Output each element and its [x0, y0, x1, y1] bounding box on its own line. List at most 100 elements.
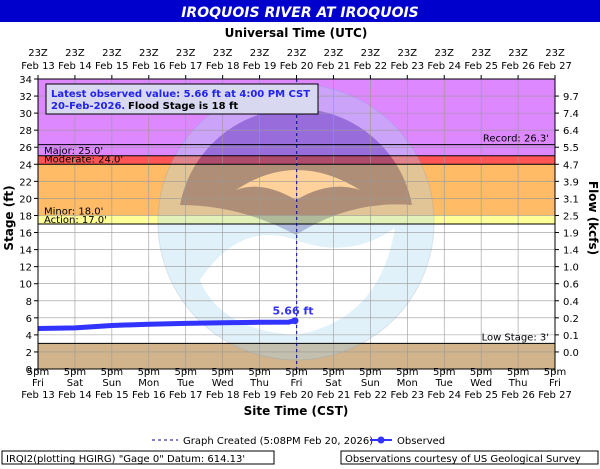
y2-tick-label: 1.4: [563, 246, 579, 257]
watermark-dark-top: [180, 108, 412, 235]
bottom-time-label: 5pm: [27, 367, 49, 378]
bottom-date-label: Feb 25: [464, 390, 498, 401]
bottom-day-label: Thu: [249, 378, 269, 389]
bottom-day-label: Mon: [397, 378, 418, 389]
bottom-day-label: Thu: [508, 378, 528, 389]
bottom-day-label: Sat: [325, 378, 341, 389]
bottom-day-label: Tue: [176, 378, 194, 389]
top-date-label: Feb 19: [243, 61, 277, 72]
top-time-label: 23Z: [434, 48, 454, 59]
callout-date: 20-Feb-2026.: [51, 101, 125, 112]
bottom-time-label: 5pm: [396, 367, 418, 378]
y2-tick-label: 7.4: [563, 109, 579, 120]
footer-left-box: [1, 450, 275, 465]
bottom-date-label: Feb 23: [390, 390, 424, 401]
bottom-day-label: Sun: [361, 378, 380, 389]
y-tick-label: 10: [19, 280, 32, 291]
y-tick-label: 32: [19, 92, 32, 103]
y-tick-label: 4: [26, 331, 32, 342]
y2-tick-label: 3.1: [563, 194, 579, 205]
bottom-time-label: 5pm: [285, 367, 307, 378]
bottom-day-label: Fri: [549, 378, 561, 389]
y2-tick-label: 1.0: [563, 263, 579, 274]
bottom-time-label: 5pm: [433, 367, 455, 378]
bottom-day-label: Fri: [32, 378, 44, 389]
bottom-date-label: Feb 19: [243, 390, 277, 401]
bottom-date-label: Feb 20: [280, 390, 314, 401]
y-tick-label: 26: [19, 143, 32, 154]
y-tick-label: 16: [19, 229, 32, 240]
y2-tick-label: 4.7: [563, 160, 579, 171]
legend-graph-created: Graph Created (5:08PM Feb 20, 2026): [183, 436, 373, 447]
y2-tick-label: 9.7: [563, 92, 579, 103]
bottom-time-label: 5pm: [470, 367, 492, 378]
y2-tick-label: 0.1: [563, 331, 579, 342]
y2-tick-label: 0.2: [563, 314, 579, 325]
bottom-time-label: 5pm: [248, 367, 270, 378]
bottom-time-label: 5pm: [138, 367, 160, 378]
bottom-time-label: 5pm: [101, 367, 123, 378]
latest-value-callout: Latest observed value: 5.66 ft at 4:00 P…: [45, 83, 319, 115]
bottom-time-label: 5pm: [507, 367, 529, 378]
y2-tick-label: 6.4: [563, 126, 579, 137]
footer-right-box: [340, 450, 599, 465]
y-tick-label: 12: [19, 263, 32, 274]
legend-observed: Observed: [397, 436, 445, 447]
low-stage-label: Low Stage: 3': [482, 332, 549, 343]
bottom-time-label: 5pm: [544, 367, 566, 378]
bottom-time-label: 5pm: [64, 367, 86, 378]
y-tick-label: 34: [19, 75, 32, 86]
y2-tick-label: 0.4: [563, 297, 579, 308]
y2-tick-label: 2.5: [563, 211, 579, 222]
bottom-day-label: Fri: [291, 378, 303, 389]
right-axis-title: Flow (kcfs): [586, 181, 600, 255]
bottom-date-label: Feb 17: [169, 390, 203, 401]
watermark-bird: [236, 170, 360, 200]
bottom-date-label: Feb 14: [58, 390, 92, 401]
top-date-label: Feb 21: [317, 61, 351, 72]
y-tick-label: 24: [19, 160, 32, 171]
y2-tick-label: 3.9: [563, 177, 579, 188]
title-bar: [0, 0, 600, 22]
bottom-day-label: Tue: [435, 378, 453, 389]
bottom-date-label: Feb 15: [95, 390, 129, 401]
callout-flood-stage: Flood Stage is 18 ft: [128, 101, 238, 112]
top-date-label: Feb 17: [169, 61, 203, 72]
top-date-label: Feb 26: [501, 61, 535, 72]
bottom-day-label: Wed: [470, 378, 492, 389]
top-time-label: 23Z: [508, 48, 528, 59]
y-tick-label: 8: [26, 297, 32, 308]
top-date-label: Feb 14: [58, 61, 92, 72]
bottom-date-label: Feb 27: [538, 390, 572, 401]
top-time-label: 23Z: [361, 48, 381, 59]
top-time-label: 23Z: [28, 48, 48, 59]
top-time-label: 23Z: [471, 48, 491, 59]
y-tick-label: 22: [19, 177, 32, 188]
legend-observed-marker: [377, 436, 385, 444]
left-axis-title: Stage (ft): [2, 185, 16, 250]
top-date-label: Feb 25: [464, 61, 498, 72]
bottom-date-label: Feb 24: [427, 390, 461, 401]
top-date-label: Feb 22: [354, 61, 388, 72]
top-date-label: Feb 20: [280, 61, 314, 72]
y2-tick-label: 1.9: [563, 229, 579, 240]
bottom-date-label: Feb 21: [317, 390, 351, 401]
observed-series: 5.66 ft: [37, 305, 313, 331]
bottom-day-label: Sun: [102, 378, 121, 389]
y-tick-label: 30: [19, 109, 32, 120]
top-time-label: 23Z: [324, 48, 344, 59]
bottom-time-label: 5pm: [359, 367, 381, 378]
top-time-label: 23Z: [65, 48, 85, 59]
callout-box: [45, 83, 319, 115]
action-label: Action: 17.0': [44, 215, 107, 226]
plot-axes: 02468101214161820222426283032340.00.10.2…: [19, 48, 579, 401]
bottom-date-label: Feb 18: [206, 390, 240, 401]
y2-tick-label: 0.0: [563, 348, 579, 359]
top-date-label: Feb 15: [95, 61, 129, 72]
callout-line-1: Latest observed value: 5.66 ft at 4:00 P…: [51, 89, 310, 100]
moderate-label: Moderate: 24.0': [44, 154, 123, 165]
y-tick-label: 28: [19, 126, 32, 137]
top-time-label: 23Z: [102, 48, 122, 59]
top-date-label: Feb 16: [132, 61, 166, 72]
observed-line: [37, 318, 296, 331]
